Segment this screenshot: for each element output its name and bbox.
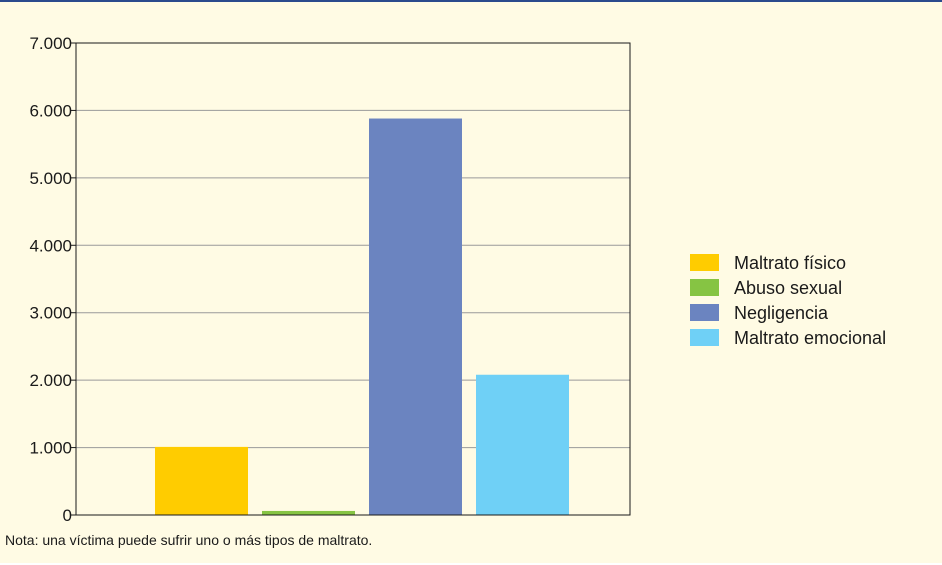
- y-tick-label: 6.000: [29, 101, 72, 120]
- legend-swatch: [690, 279, 719, 296]
- legend-swatch: [690, 329, 719, 346]
- legend-label: Maltrato físico: [734, 253, 846, 273]
- y-axis-ticks: 0 1.000 2.000 3.000 4.000 5.000 6.000 7.000: [29, 34, 76, 525]
- bar: [262, 510, 355, 515]
- y-tick-label: 4.000: [29, 236, 72, 255]
- legend: Maltrato físico Abuso sexual Negligencia Ma…: [690, 253, 886, 348]
- chart-note: Nota: una víctima puede sufrir uno o más…: [5, 532, 373, 548]
- bars: [155, 118, 569, 516]
- y-tick-label: 0: [63, 506, 72, 525]
- legend-label: Negligencia: [734, 303, 829, 323]
- bar: [476, 374, 569, 515]
- legend-label: Abuso sexual: [734, 278, 842, 298]
- plot-area-border: [75, 42, 631, 516]
- bar: [369, 118, 462, 516]
- y-tick-label: 3.000: [29, 304, 72, 323]
- y-tick-label: 1.000: [29, 439, 72, 458]
- y-tick-label: 2.000: [29, 371, 72, 390]
- bar: [155, 446, 248, 515]
- legend-label: Maltrato emocional: [734, 328, 886, 348]
- y-tick-label: 5.000: [29, 169, 72, 188]
- legend-swatch: [690, 254, 719, 271]
- y-tick-label: 7.000: [29, 34, 72, 53]
- legend-swatch: [690, 304, 719, 321]
